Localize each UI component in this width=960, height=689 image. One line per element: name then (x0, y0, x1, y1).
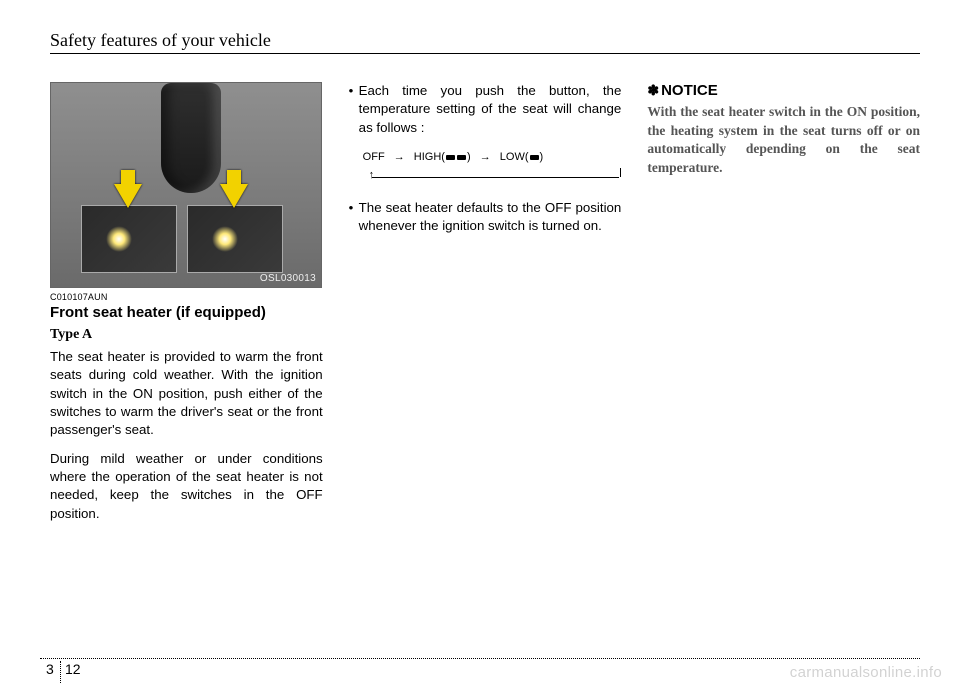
indicator-bar (457, 155, 466, 160)
bullet-text: Each time you push the button, the tempe… (359, 82, 622, 137)
page-number: 12 (65, 661, 81, 677)
cycle-low: LOW (500, 151, 525, 163)
running-header: Safety features of your vehicle (50, 30, 920, 51)
column-1: OSL030013 C010107AUN Front seat heater (… (50, 82, 323, 533)
subheading: Front seat heater (if equipped) (50, 304, 323, 321)
header-rule (50, 53, 920, 54)
bullet-item: • The seat heater defaults to the OFF po… (349, 199, 622, 236)
type-label: Type A (50, 327, 323, 343)
cycle-high: HIGH (414, 151, 442, 163)
column-2: • Each time you push the button, the tem… (349, 82, 622, 533)
notice-body: With the seat heater switch in the ON po… (647, 103, 920, 178)
notice-heading: ✽NOTICE (647, 82, 920, 99)
arrow-up-icon: ↑ (369, 167, 375, 185)
paragraph: During mild weather or under conditions … (50, 450, 323, 523)
notice-heading-text: NOTICE (661, 82, 718, 99)
bullet-item: • Each time you push the button, the tem… (349, 82, 622, 137)
notice-marker-icon: ✽ (647, 82, 659, 98)
figure-code: C010107AUN (50, 292, 323, 302)
bullet-marker: • (349, 199, 359, 236)
arrow-right-icon: → (474, 151, 497, 163)
bullet-text: The seat heater defaults to the OFF posi… (359, 199, 622, 236)
indicator-bar (446, 155, 455, 160)
page-footer: 3 12 (40, 658, 920, 661)
indicator-bar (530, 155, 539, 160)
cycle-return-line: ↑ (363, 169, 622, 181)
figure-photo: OSL030013 (50, 82, 322, 288)
bullet-marker: • (349, 82, 359, 137)
cycle-off: OFF (363, 151, 385, 163)
watermark: carmanualsonline.info (790, 664, 942, 681)
chapter-number: 3 (46, 661, 54, 677)
setting-cycle: OFF → HIGH() → LOW() ↑ (363, 149, 622, 181)
column-3: ✽NOTICE With the seat heater switch in t… (647, 82, 920, 533)
arrow-right-icon: → (388, 151, 411, 163)
paragraph: The seat heater is provided to warm the … (50, 348, 323, 440)
figure-tag: OSL030013 (260, 273, 316, 284)
